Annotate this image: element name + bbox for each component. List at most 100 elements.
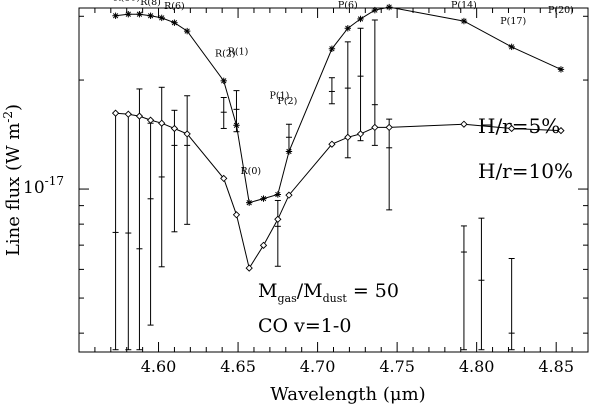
observed-point	[136, 88, 143, 351]
asterisk-marker	[371, 6, 379, 14]
observed-point	[147, 122, 154, 326]
asterisk-stroke	[260, 195, 267, 202]
observed-point	[508, 258, 515, 351]
diamond-marker	[183, 130, 191, 138]
asterisk-stroke	[184, 28, 190, 34]
asterisk-stroke	[461, 18, 467, 24]
asterisk-stroke	[159, 15, 165, 21]
asterisk-stroke	[558, 66, 564, 73]
transition-label: P(20)	[548, 5, 574, 16]
plot-axes: 4.60 4.65 4.70 4.75 4.80 4.85	[78, 7, 589, 376]
transition-label: P(1)	[269, 90, 289, 101]
observed-point	[478, 217, 485, 351]
asterisk-stroke	[275, 191, 281, 198]
asterisk-stroke	[221, 78, 227, 84]
transition-label: R(1)	[228, 47, 249, 58]
diamond-marker	[158, 119, 166, 127]
diamond-marker	[356, 130, 365, 138]
asterisk-marker	[158, 14, 165, 22]
asterisk-stroke	[147, 13, 154, 19]
asterisk-marker	[508, 43, 515, 51]
observed-point	[460, 225, 467, 351]
x-tick-label: 4.70	[300, 357, 336, 376]
asterisk-marker	[357, 15, 364, 23]
asterisk-marker	[260, 195, 267, 202]
x-tick-label: 4.80	[459, 357, 495, 376]
series-label-hr5: H/r=5%	[478, 114, 560, 138]
asterisk-stroke	[372, 7, 378, 13]
diamond-marker	[285, 191, 293, 199]
asterisk-stroke	[246, 200, 252, 206]
transition-label: P(6)	[338, 0, 358, 11]
band-annotation: CO v=1-0	[258, 315, 351, 337]
asterisk-marker	[344, 25, 352, 32]
asterisk-marker	[233, 122, 240, 129]
observed-point	[125, 113, 132, 351]
x-tick-label: 4.60	[141, 357, 177, 376]
transition-label: P(17)	[500, 16, 526, 27]
asterisk-stroke	[171, 20, 178, 26]
x-tick-label: 4.85	[538, 357, 574, 376]
diamond-marker	[111, 109, 120, 117]
asterisk-marker	[147, 12, 154, 19]
transition-label: R(0)	[240, 166, 261, 177]
observed-point	[386, 118, 393, 211]
diamond-marker	[274, 215, 282, 223]
asterisk-stroke	[329, 46, 335, 52]
asterisk-marker	[183, 27, 191, 35]
asterisk-marker	[385, 3, 393, 11]
diamond-marker	[344, 133, 352, 141]
diamond-marker	[124, 110, 132, 118]
transition-label: P(8)	[367, 0, 387, 1]
diamond-marker	[508, 124, 516, 133]
asterisk-stroke	[386, 4, 392, 10]
transition-label: P(5)	[320, 0, 340, 1]
diamond-marker	[385, 123, 393, 132]
observed-point	[112, 112, 119, 351]
diamond-marker	[146, 116, 155, 124]
observed-point	[328, 77, 335, 105]
asterisk-stroke	[357, 16, 364, 22]
asterisk-stroke	[508, 44, 515, 50]
transition-label: P(2)	[277, 96, 297, 107]
observed-point	[184, 95, 191, 225]
diamond-marker	[232, 211, 241, 219]
transition-label: R(8)	[140, 0, 161, 8]
asterisk-stroke	[125, 11, 131, 17]
x-tick-label: 4.75	[379, 357, 415, 376]
diamond-marker	[135, 112, 144, 120]
observed-point	[220, 96, 227, 129]
asterisk-stroke	[136, 11, 143, 17]
diamond-marker	[170, 124, 179, 133]
mass-ratio-annotation: Mgas/Mdust = 50	[258, 280, 399, 305]
asterisk-marker	[171, 19, 178, 26]
transition-label: R(2)	[215, 49, 236, 60]
asterisk-marker	[460, 17, 468, 25]
asterisk-stroke	[112, 13, 119, 19]
y-axis-label: Line flux (W m-2)	[1, 104, 24, 256]
diamond-marker	[220, 174, 228, 183]
diamond-marker	[460, 120, 468, 128]
x-axis-label: Wavelength (μm)	[270, 384, 425, 405]
asterisk-marker	[220, 77, 227, 85]
asterisk-marker	[245, 199, 253, 206]
diamond-marker	[245, 264, 253, 272]
asterisk-marker	[285, 148, 293, 155]
asterisk-marker	[328, 45, 336, 52]
asterisk-stroke	[233, 122, 240, 128]
y-tick-label: 10-17	[23, 174, 64, 198]
asterisk-marker	[112, 12, 119, 19]
asterisk-marker	[557, 66, 565, 73]
asterisk-stroke	[286, 148, 292, 155]
asterisk-marker	[136, 11, 143, 18]
observed-point	[274, 199, 281, 267]
observed-point	[357, 27, 364, 142]
model-markers	[111, 3, 565, 272]
x-tick-label: 4.65	[220, 357, 256, 376]
diamond-marker	[371, 123, 379, 132]
diamond-marker	[328, 140, 336, 148]
transition-label: R(6)	[164, 1, 185, 12]
diamond-marker	[259, 241, 268, 250]
asterisk-marker	[125, 11, 132, 18]
